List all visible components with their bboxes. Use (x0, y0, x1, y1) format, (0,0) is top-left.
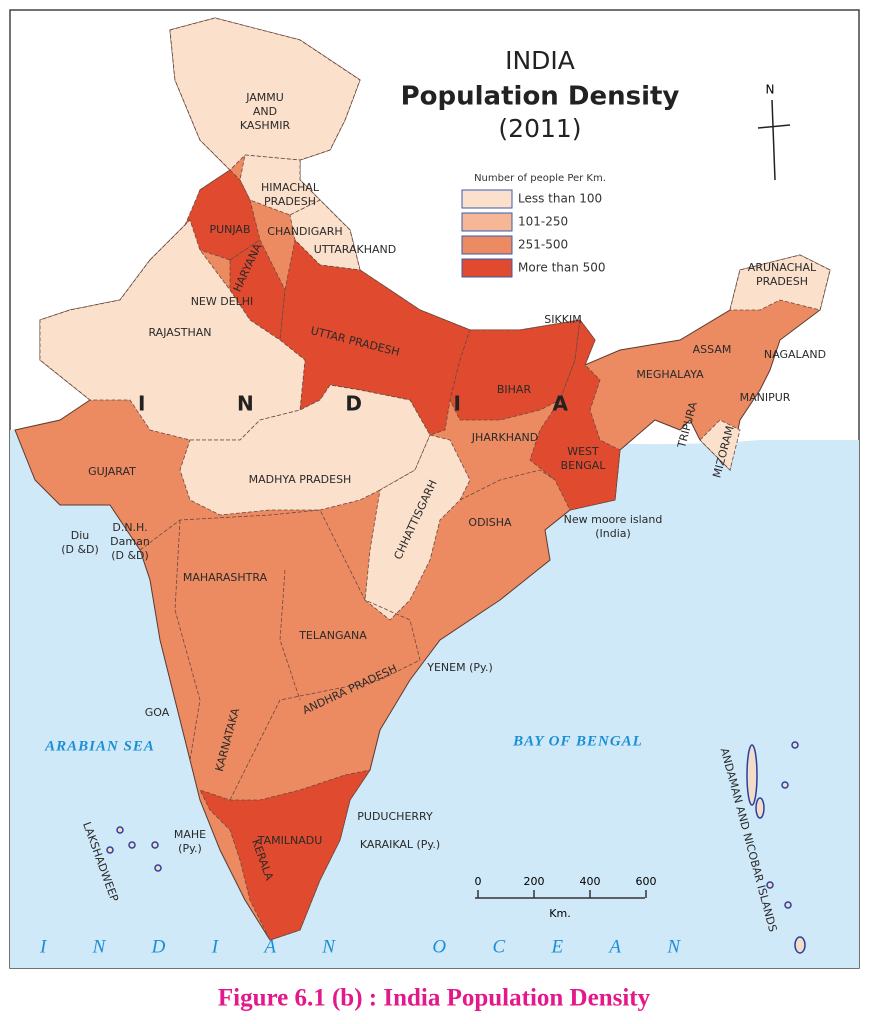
state (729, 254, 831, 311)
place-label: KARAIKAL (Py.) (360, 838, 440, 851)
islands (106, 741, 806, 954)
place-label: NEW DELHI (191, 295, 254, 308)
legend-swatch (461, 212, 513, 232)
place-label: KASHMIR (240, 119, 291, 132)
scale-unit: Km. (549, 907, 570, 920)
place-label: JAMMU (245, 91, 284, 104)
state (169, 17, 361, 171)
legend-swatch (461, 235, 513, 255)
place-label: PUNJAB (209, 223, 250, 236)
island (784, 901, 792, 909)
island (755, 797, 765, 819)
state-border (174, 519, 201, 761)
place-label: Diu (71, 529, 90, 542)
place-label: BIHAR (497, 383, 532, 396)
legend-label: 101-250 (518, 215, 568, 229)
state (364, 434, 471, 621)
place-label: (D &D) (61, 543, 99, 556)
place-label: MAHE (174, 828, 206, 841)
place-label: ARUNACHAL (748, 261, 817, 274)
state (699, 419, 741, 471)
scale-label: 0 (475, 875, 482, 888)
legend-swatch (461, 189, 513, 209)
sea-label: BAY OF BENGAL (512, 733, 643, 749)
island (151, 841, 159, 849)
island (116, 826, 124, 834)
legend-label: Less than 100 (518, 192, 602, 206)
place-label: TELANGANA (298, 629, 367, 642)
caption: Figure 6.1 (b) : India Population Densit… (218, 985, 651, 1012)
north-arrow (771, 99, 776, 181)
place-label: Daman (110, 535, 150, 548)
scale-label: 400 (580, 875, 601, 888)
place-label: GOA (145, 706, 170, 719)
place-label: YENEM (Py.) (426, 661, 493, 674)
land (14, 17, 831, 941)
place-label: HIMACHAL (261, 181, 320, 194)
place-label: (D &D) (111, 549, 149, 562)
north-arrow (757, 124, 791, 129)
state (529, 318, 621, 511)
scale-label: 600 (636, 875, 657, 888)
title: Population Density (401, 82, 680, 112)
title: (2011) (498, 114, 581, 143)
scale-label: 200 (524, 875, 545, 888)
place-label: MANIPUR (740, 391, 791, 404)
place-label: WEST (567, 445, 599, 458)
place-label: PRADESH (756, 275, 808, 288)
place-label: PRADESH (264, 195, 316, 208)
place-label: ASSAM (693, 343, 732, 356)
island (794, 936, 806, 954)
place-label: TAMILNADU (257, 834, 323, 847)
place-label: ODISHA (468, 516, 512, 529)
island (106, 846, 114, 854)
place-label: PUDUCHERRY (357, 810, 433, 823)
place-label: MADHYA PRADESH (249, 473, 352, 486)
state (449, 319, 581, 421)
island (781, 781, 789, 789)
state-border (139, 509, 421, 801)
place-label: SIKKIM (544, 313, 581, 326)
island (128, 841, 136, 849)
place-label: MEGHALAYA (636, 368, 704, 381)
legend-heading: Number of people Per Km. (474, 173, 606, 184)
state (199, 769, 371, 941)
place-label: GUJARAT (88, 465, 136, 478)
legend-label: 251-500 (518, 238, 568, 252)
place-label: (Py.) (178, 842, 202, 855)
north-label: N (766, 83, 775, 97)
place-label: (India) (595, 527, 631, 540)
place-label: New moore island (564, 513, 663, 526)
place-label: AND (253, 105, 277, 118)
place-label: CHANDIGARH (267, 225, 342, 238)
island (154, 864, 162, 872)
place-label: BENGAL (561, 459, 607, 472)
place-label: JHARKHAND (471, 431, 538, 444)
island (746, 744, 758, 806)
island (791, 741, 799, 749)
place-label: MAHARASHTRA (183, 571, 268, 584)
title: INDIA (505, 46, 575, 75)
island (766, 881, 774, 889)
legend-label: More than 500 (518, 261, 606, 275)
sea-label: ARABIAN SEA (44, 738, 155, 754)
place-label: RAJASTHAN (148, 326, 211, 339)
place-label: UTTARAKHAND (314, 243, 396, 256)
legend-swatch (461, 258, 513, 278)
place-label: NAGALAND (764, 348, 826, 361)
place-label: D.N.H. (112, 521, 147, 534)
